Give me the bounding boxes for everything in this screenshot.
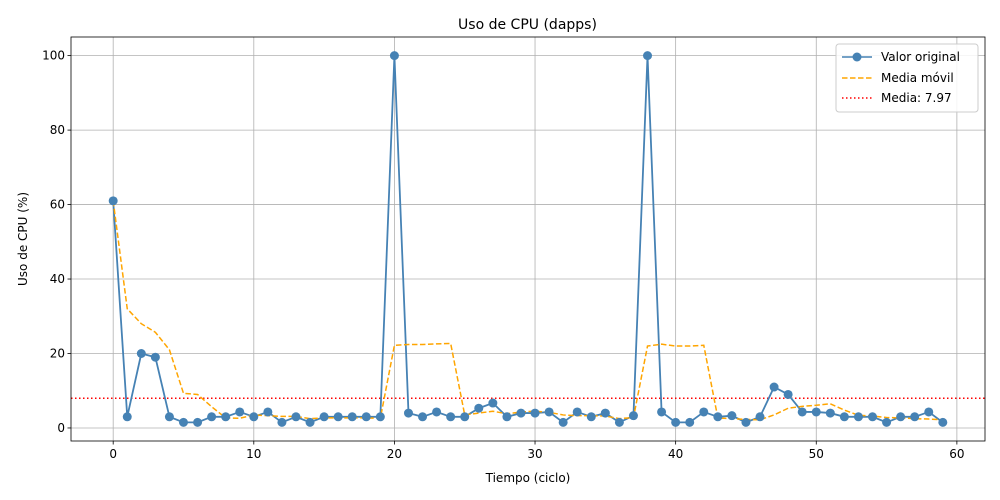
original-value-point [797, 407, 807, 417]
original-value-point [910, 412, 920, 422]
original-value-point [572, 407, 582, 417]
original-value-point [319, 412, 329, 422]
legend-label-moving-average: Media móvil [881, 71, 954, 85]
original-value-point [333, 412, 343, 422]
original-value-point [699, 407, 709, 417]
x-tick-label: 30 [527, 447, 542, 461]
ticks: 0 10 20 30 40 50 60 0 20 40 60 80 100 [42, 49, 964, 461]
original-value-point [249, 412, 259, 422]
grid [71, 37, 985, 441]
original-value-point [853, 412, 863, 422]
legend-label-original: Valor original [881, 50, 960, 64]
x-tick-label: 20 [387, 447, 402, 461]
y-tick-label: 0 [57, 421, 65, 435]
original-value-point [783, 389, 793, 399]
original-value-point [305, 417, 315, 427]
original-value-point [530, 408, 540, 418]
original-value-point [825, 408, 835, 418]
original-value-point [361, 412, 371, 422]
original-value-point [193, 417, 203, 427]
legend: Valor original Media móvil Media: 7.97 [835, 43, 979, 113]
original-value-point [178, 417, 188, 427]
original-value-point [544, 407, 554, 417]
y-tick-label: 20 [50, 346, 65, 360]
x-tick-label: 60 [949, 447, 964, 461]
original-value-point [488, 398, 498, 408]
original-value-point [769, 382, 779, 392]
y-tick-label: 100 [42, 49, 65, 63]
original-value-point [600, 408, 610, 418]
original-value-point [924, 407, 934, 417]
original-value-point [221, 412, 231, 422]
legend-marker-original [852, 52, 862, 62]
original-value-point [713, 412, 723, 422]
legend-box [835, 43, 979, 113]
original-value-point [938, 417, 948, 427]
original-value-point [277, 417, 287, 427]
original-value-point [291, 412, 301, 422]
x-tick-label: 10 [246, 447, 261, 461]
y-axis-label: Uso de CPU (%) [16, 192, 30, 286]
original-value-point [418, 412, 428, 422]
original-value-point [263, 407, 273, 417]
y-tick-label: 80 [50, 123, 65, 137]
original-value-point [122, 412, 132, 422]
original-value-point [516, 408, 526, 418]
original-value-point [628, 411, 638, 421]
plot-area [71, 37, 985, 441]
original-value-point [586, 412, 596, 422]
original-value-point [389, 51, 399, 61]
x-tick-label: 0 [109, 447, 117, 461]
original-value-point [150, 352, 160, 362]
original-value-point [671, 417, 681, 427]
original-value-point [755, 412, 765, 422]
original-value-point [741, 417, 751, 427]
original-value-point [502, 412, 512, 422]
original-value-point [643, 51, 653, 61]
original-value-point [460, 412, 470, 422]
original-value-point [375, 412, 385, 422]
y-tick-label: 40 [50, 272, 65, 286]
original-value-point [474, 403, 484, 413]
original-value-point [136, 349, 146, 358]
original-value-point [896, 412, 906, 422]
series-layer [108, 51, 948, 427]
original-value-point [207, 412, 217, 422]
original-value-point [614, 417, 624, 427]
legend-label-mean: Media: 7.97 [881, 91, 952, 105]
original-value-point [164, 412, 174, 422]
original-value-point [868, 412, 878, 422]
original-value-point [446, 412, 456, 422]
original-value-point [403, 408, 413, 418]
chart-title: Uso de CPU (dapps) [458, 17, 597, 33]
original-value-point [685, 417, 695, 427]
y-tick-label: 60 [50, 198, 65, 212]
original-value-point [811, 407, 821, 417]
original-value-point [657, 407, 667, 417]
x-axis-label: Tiempo (ciclo) [485, 471, 571, 485]
original-value-point [432, 407, 442, 417]
x-tick-label: 40 [668, 447, 683, 461]
original-value-point [108, 196, 118, 206]
original-value-point [235, 407, 245, 417]
x-tick-label: 50 [809, 447, 824, 461]
original-value-point [839, 412, 849, 422]
original-value-point [347, 412, 357, 422]
plot-frame [70, 36, 986, 442]
original-value-point [727, 411, 737, 421]
original-value-point [882, 417, 892, 427]
original-value-point [558, 417, 568, 427]
